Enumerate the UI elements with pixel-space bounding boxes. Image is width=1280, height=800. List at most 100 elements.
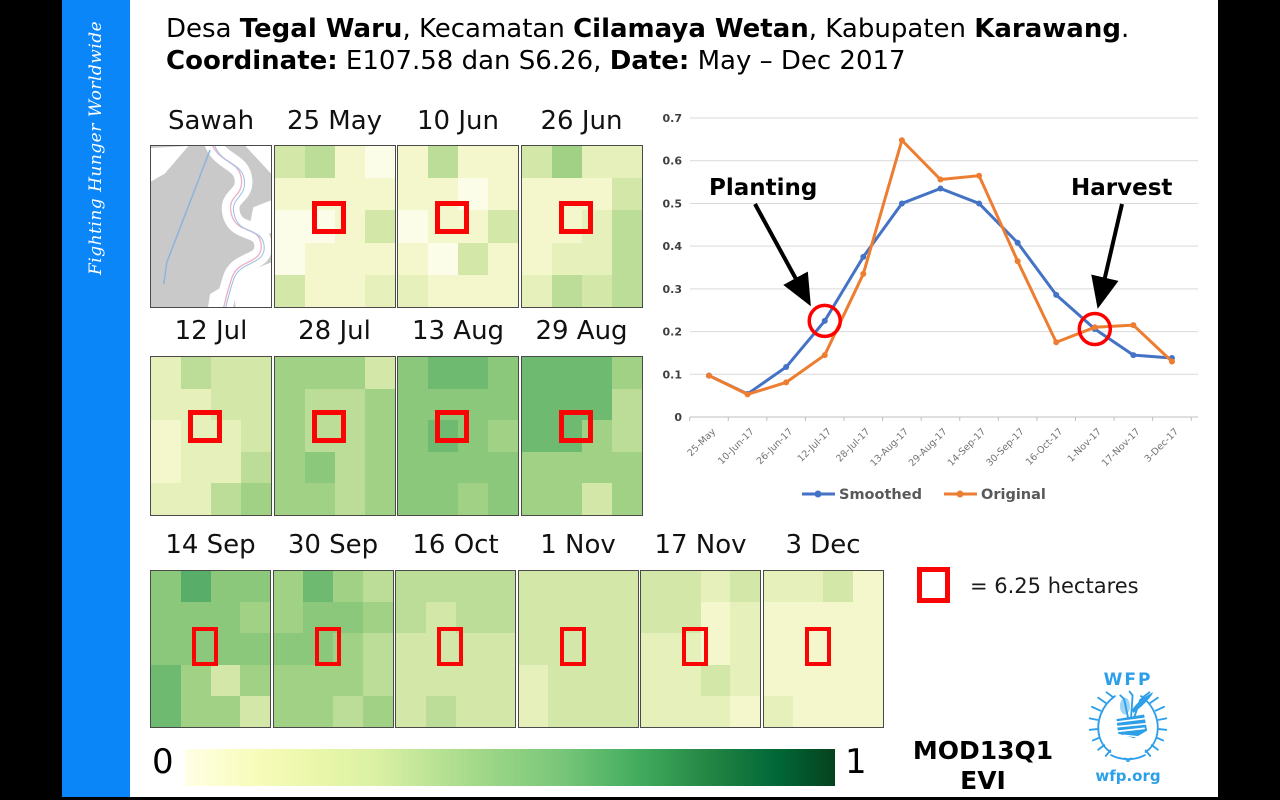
evi-pixel	[611, 242, 642, 275]
evi-pixel-grid	[521, 357, 642, 515]
evi-pixel	[852, 695, 883, 727]
evi-pixel	[151, 357, 181, 389]
evi-pixel	[398, 146, 428, 179]
tile-date-label: 10 Jun	[417, 106, 499, 136]
sample-area-marker	[311, 410, 346, 443]
slide-title: Desa Tegal Waru, Kecamatan Cilamaya Weta…	[166, 14, 1196, 77]
y-tick-label: 0.4	[663, 240, 683, 253]
evi-pixel	[274, 357, 305, 389]
evi-pixel	[852, 602, 883, 634]
evi-pixel	[398, 483, 428, 515]
data-point-original	[783, 379, 790, 386]
sample-area-marker	[314, 627, 341, 666]
evi-pixel	[364, 178, 395, 211]
evi-pixel	[518, 602, 549, 634]
title-segment: Desa	[166, 14, 240, 44]
title-segment: Coordinate:	[166, 45, 338, 76]
evi-pixel	[180, 695, 211, 727]
tile-date-label: 17 Nov	[654, 530, 747, 560]
evi-pixel	[151, 664, 181, 696]
evi-pixel	[641, 633, 671, 665]
evi-pixel	[551, 146, 582, 179]
x-tick-label: 12-Jul-17	[796, 426, 834, 464]
evi-pixel	[611, 357, 642, 389]
evi-pixel	[488, 357, 518, 389]
x-tick-label: 3-Dec-17	[1143, 426, 1181, 464]
evi-pixel	[458, 483, 488, 515]
product-label: MOD13Q1 EVI	[903, 736, 1063, 796]
evi-pixel	[274, 146, 305, 179]
evi-tile	[520, 356, 643, 516]
data-point-original	[1130, 322, 1137, 329]
sample-area-marker	[558, 410, 593, 443]
data-point-original	[937, 176, 944, 183]
evi-tile	[273, 356, 396, 516]
evi-pixel	[763, 664, 794, 696]
evi-pixel	[823, 664, 853, 696]
wfp-blue-sidebar	[62, 0, 130, 797]
evi-pixel	[551, 242, 582, 275]
evi-pixel	[485, 633, 515, 665]
evi-pixel	[425, 664, 456, 696]
evi-pixel	[611, 146, 642, 179]
evi-pixel	[485, 695, 515, 727]
evi-pixel	[521, 178, 552, 211]
evi-pixel	[181, 420, 211, 452]
evi-pixel	[364, 357, 395, 389]
evi-pixel	[396, 602, 426, 634]
tile-date-label: 3 Dec	[785, 530, 861, 560]
evi-pixel	[425, 695, 456, 727]
evi-pixel	[700, 571, 731, 603]
evi-pixel	[488, 210, 518, 243]
evi-pixel	[488, 420, 518, 452]
data-point-smoothed	[1014, 239, 1021, 246]
hectares-legend-text: = 6.25 hectares	[970, 574, 1139, 598]
x-tick-label: 10-Jun-17	[716, 426, 757, 467]
x-tick-label: 1-Nov-17	[1066, 426, 1104, 464]
evi-pixel	[518, 695, 549, 727]
evi-pixel	[151, 388, 181, 421]
evi-pixel	[581, 420, 612, 452]
evi-tile	[397, 356, 519, 516]
evi-pixel	[793, 571, 823, 603]
evi-pixel	[151, 420, 181, 452]
sample-area-marker	[188, 410, 222, 443]
evi-pixel	[763, 602, 794, 634]
evi-pixel	[641, 571, 671, 603]
tile-date-label: 29 Aug	[535, 316, 628, 346]
title-segment: Cilamaya Wetan	[573, 14, 809, 44]
evi-pixel	[334, 483, 365, 515]
planting-annotation-label: Planting	[709, 175, 817, 201]
x-tick-label: 17-Nov-17	[1100, 426, 1143, 469]
evi-pixel	[362, 695, 393, 727]
evi-pixel	[304, 483, 335, 515]
evi-pixel	[581, 483, 612, 515]
x-tick-label: 29-Aug-17	[907, 426, 950, 469]
y-tick-label: 0.1	[663, 368, 683, 381]
tile-date-label: 16 Oct	[412, 530, 499, 560]
evi-pixel	[548, 664, 578, 696]
evi-pixel-grid	[398, 146, 518, 307]
evi-pixel	[458, 420, 488, 452]
evi-pixel	[151, 451, 181, 484]
evi-pixel	[581, 146, 612, 179]
evi-pixel	[274, 451, 305, 484]
slide-title-line2: Coordinate: E107.58 dan S6.26, Date: May…	[166, 46, 1196, 78]
wfp-acronym: WFP	[1103, 670, 1153, 690]
data-point-smoothed	[898, 200, 905, 207]
evi-pixel	[488, 483, 518, 515]
evi-pixel	[455, 571, 486, 603]
evi-pixel	[273, 602, 304, 634]
evi-pixel	[274, 242, 305, 275]
evi-color-scale	[185, 749, 835, 786]
tile-date-label: 12 Jul	[174, 316, 248, 346]
evi-pixel-grid	[151, 357, 271, 515]
tile-date-label: 26 Jun	[540, 106, 623, 136]
evi-pixel	[181, 483, 211, 515]
data-point-smoothed	[1130, 352, 1137, 359]
data-point-smoothed	[976, 200, 983, 207]
evi-pixel	[428, 483, 458, 515]
evi-pixel	[398, 178, 428, 211]
evi-tile	[150, 356, 272, 516]
x-tick-label: 16-Oct-17	[1024, 426, 1066, 468]
